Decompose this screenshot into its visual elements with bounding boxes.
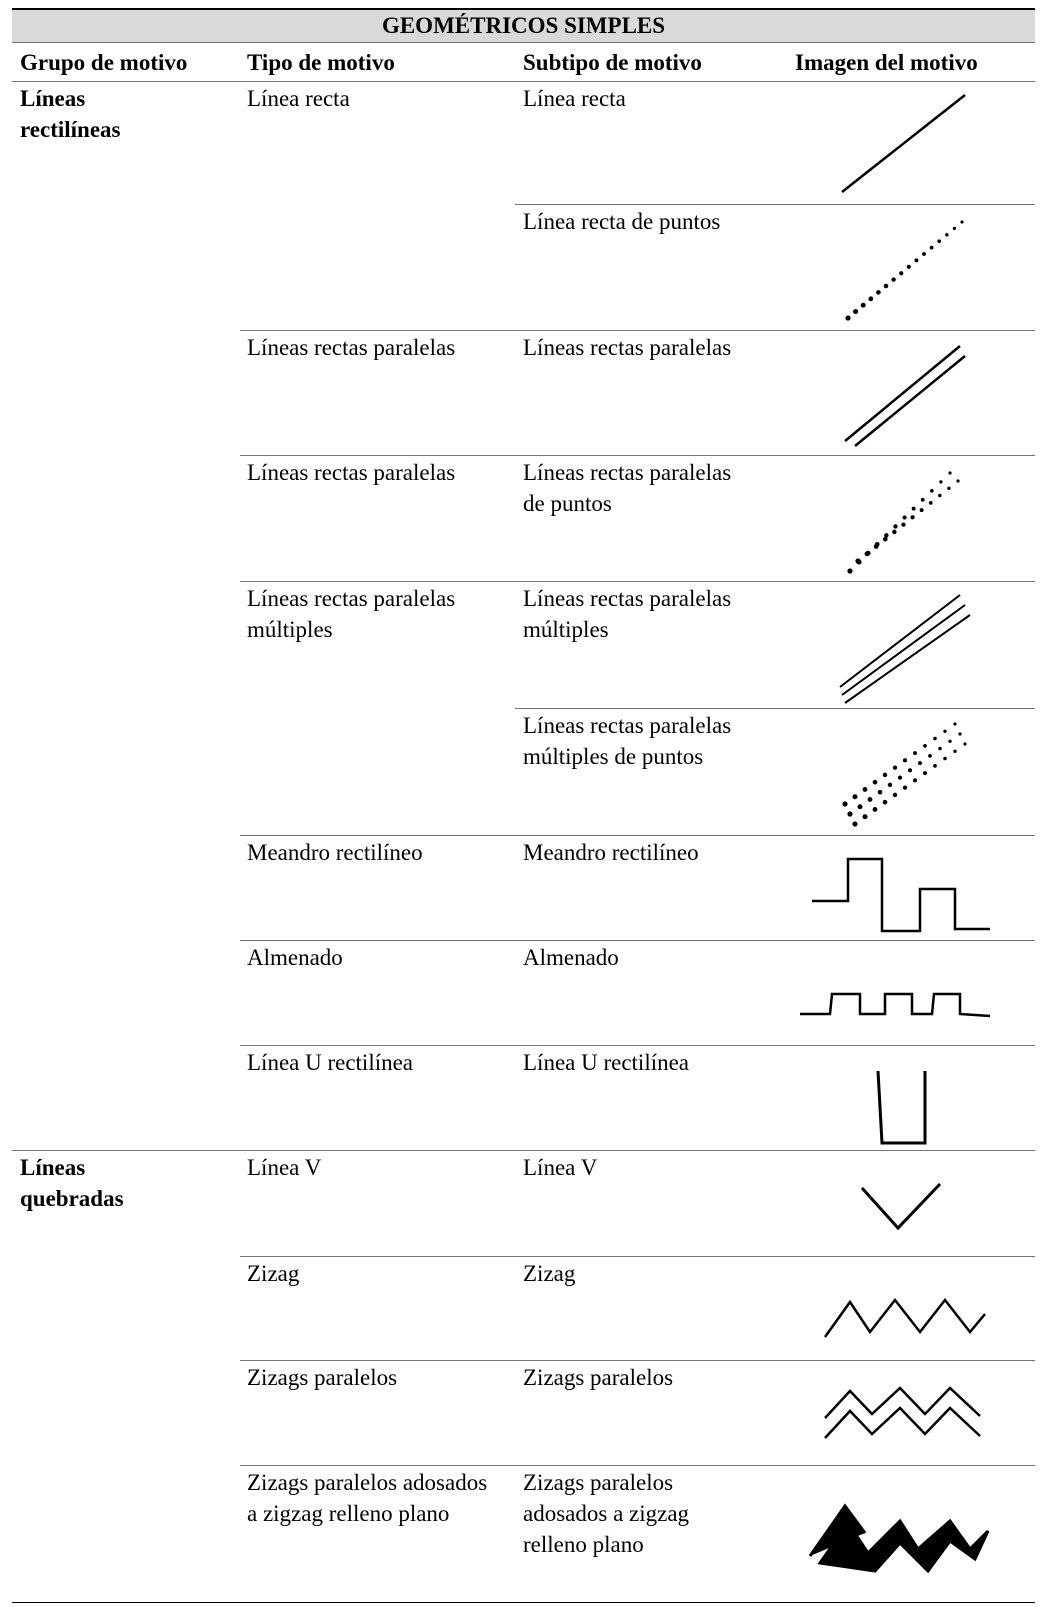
column-header: Grupo de motivo [20,50,188,75]
group-label: Líneas rectilíneas [20,86,121,142]
motif-type: Meandro rectilíneo [247,840,423,865]
row-rule [240,1360,1035,1361]
row-rule [240,1045,1035,1046]
motif-subtype: Líneas rectas paralelas múltiples [523,586,732,642]
motif-drawing [842,722,967,827]
motif-type: Líneas rectas paralelas [247,335,456,360]
motif-image [800,1471,1000,1591]
motif-drawing [800,992,991,1018]
motif-type: Líneas rectas paralelas múltiples [247,586,456,642]
motif-type: Almenado [247,945,343,970]
motif-subtype: Línea U rectilínea [523,1050,690,1075]
motif-drawing [860,1182,942,1231]
motif-type: Línea U rectilínea [247,1050,414,1075]
row-rule [240,455,1035,456]
motif-subtype: Meandro rectilíneo [523,840,699,865]
title-bar [12,8,1035,43]
motif-drawing [839,594,971,704]
motif-type: Línea recta [247,86,350,111]
motif-image [800,1262,1000,1382]
column-header: Imagen del motivo [795,50,978,75]
motif-type: Zizags paralelos [247,1365,398,1390]
row-rule [240,581,1035,582]
column-header: Tipo de motivo [247,50,395,75]
motif-image [800,841,1000,961]
row-rule [240,1465,1035,1466]
rule [12,42,1035,43]
motif-subtype: Almenado [523,945,619,970]
motif-subtype: Línea recta [523,86,626,111]
motif-drawing [824,1386,981,1439]
motif-subtype: Línea V [523,1155,598,1180]
motif-drawing [845,220,964,321]
group-label: Líneas quebradas [20,1155,124,1211]
motif-type: Línea V [247,1155,322,1180]
motif-subtype: Líneas rectas paralelas de puntos [523,460,732,516]
motif-image [800,946,1000,1066]
motif-drawing [847,471,960,574]
row-rule [240,330,1035,331]
motif-image [800,587,1000,707]
motif-subtype: Líneas rectas paralelas múltiples de pun… [523,713,732,769]
motif-subtype: Zizag [523,1261,576,1286]
motif-image [800,336,1000,456]
motif-drawing [812,857,990,933]
motif-drawing [844,345,966,447]
motif-type: Zizags paralelos adosados a zigzag relle… [247,1470,488,1526]
row-rule [12,81,1035,82]
motif-type: Líneas rectas paralelas [247,460,456,485]
motif-image [800,210,1000,330]
row-rule [515,204,1035,205]
motif-image [800,87,1000,207]
row-rule [12,1150,1035,1151]
motif-image [800,1156,1000,1276]
motif-drawing [808,1503,990,1574]
row-rule [240,1256,1035,1257]
motif-image [800,461,1000,581]
motif-image [800,714,1000,834]
table-bottom-rule [12,1602,1035,1603]
motif-subtype: Zizags paralelos [523,1365,674,1390]
column-header: Subtipo de motivo [523,50,702,75]
motif-drawing [876,1070,927,1145]
motif-drawing [823,1297,986,1338]
row-rule [515,708,1035,709]
motif-subtype: Zizags paralelos adosados a zigzag relle… [523,1470,690,1557]
motif-subtype: Línea recta de puntos [523,209,721,234]
motif-image [800,1051,1000,1171]
motif-image [800,1366,1000,1486]
table-title: GEOMÉTRICOS SIMPLES [381,13,666,38]
motif-drawing [841,94,966,193]
row-rule [240,940,1035,941]
row-rule [240,835,1035,836]
motif-subtype: Líneas rectas paralelas [523,335,732,360]
motif-type: Zizag [247,1261,300,1286]
